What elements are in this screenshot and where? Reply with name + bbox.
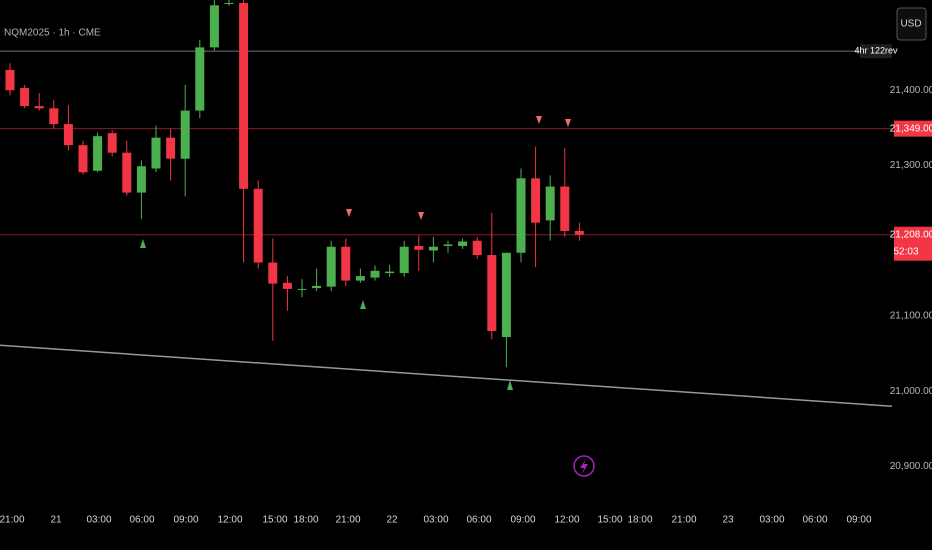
x-tick-label: 12:00 bbox=[217, 515, 242, 526]
line-tag bbox=[860, 44, 892, 59]
x-tick-label: 03:00 bbox=[759, 515, 784, 526]
candle-body bbox=[487, 255, 497, 332]
price-tag-label: 21,349.00 bbox=[890, 123, 932, 134]
x-tick-label: 21 bbox=[50, 515, 62, 526]
usd-button[interactable]: USD bbox=[896, 7, 927, 41]
x-tick-label: 09:00 bbox=[173, 515, 198, 526]
candle-body bbox=[472, 240, 482, 256]
x-tick-label: 06:00 bbox=[129, 515, 154, 526]
candle-body bbox=[282, 282, 292, 289]
candle-body bbox=[501, 252, 511, 338]
price-tag bbox=[894, 226, 932, 261]
sell-signal bbox=[346, 209, 352, 217]
candle-body bbox=[399, 246, 409, 274]
candle-body bbox=[545, 186, 555, 221]
buy-signal bbox=[360, 300, 366, 309]
x-tick-label: 06:00 bbox=[466, 515, 491, 526]
candle-body bbox=[63, 124, 73, 146]
x-tick-label: 15:00 bbox=[597, 515, 622, 526]
candle-body bbox=[341, 246, 351, 281]
candle-body bbox=[166, 137, 176, 159]
sell-signal bbox=[536, 116, 542, 124]
trendline bbox=[0, 344, 893, 407]
candle-body bbox=[370, 270, 380, 278]
price-tag bbox=[894, 120, 932, 137]
candle-body bbox=[326, 246, 336, 287]
x-tick-label: 03:00 bbox=[423, 515, 448, 526]
y-tick-label: 21,100.00 bbox=[890, 311, 932, 322]
candle-body bbox=[107, 133, 117, 153]
x-tick-label: 09:00 bbox=[510, 515, 535, 526]
buy-signal bbox=[140, 239, 146, 248]
x-tick-label: 23 bbox=[722, 515, 734, 526]
candle-body bbox=[34, 106, 44, 109]
candle-body bbox=[49, 108, 59, 125]
x-tick-label: 18:00 bbox=[293, 515, 318, 526]
candle-body bbox=[20, 88, 30, 107]
candle-body bbox=[297, 288, 307, 290]
usd-button-frame[interactable] bbox=[896, 7, 927, 41]
x-tick-label: 15:00 bbox=[262, 515, 287, 526]
candle-body bbox=[180, 110, 190, 159]
line-tag-label: 4hr 122rev bbox=[854, 46, 898, 56]
candle-body bbox=[151, 137, 161, 169]
candle-body bbox=[5, 69, 15, 91]
y-tick-label: 21,400.00 bbox=[890, 85, 932, 96]
y-tick-label: 21,300.00 bbox=[890, 160, 932, 171]
candle-body bbox=[239, 3, 249, 189]
candle-body bbox=[312, 285, 322, 289]
candle-body bbox=[443, 244, 453, 246]
x-tick-label: 03:00 bbox=[86, 515, 111, 526]
x-tick-label: 21:00 bbox=[335, 515, 360, 526]
price-tag-label: 21,208.00 bbox=[890, 229, 932, 240]
y-tick-label: 20,900.00 bbox=[890, 461, 932, 472]
candle-body bbox=[428, 246, 438, 251]
candle-body bbox=[78, 145, 88, 173]
candle-body bbox=[122, 152, 132, 193]
buy-signal bbox=[507, 380, 513, 390]
x-tick-label: 22 bbox=[386, 515, 398, 526]
event-icon[interactable] bbox=[573, 455, 595, 477]
candle-body bbox=[516, 178, 526, 253]
candle-body bbox=[195, 47, 205, 111]
candle-body bbox=[531, 178, 541, 223]
candle-body bbox=[574, 230, 584, 235]
candle-body bbox=[560, 186, 570, 231]
event-bolt[interactable] bbox=[580, 459, 588, 474]
sell-signal bbox=[565, 119, 571, 127]
candle-body bbox=[458, 241, 468, 246]
candle-body bbox=[385, 271, 395, 274]
currency[interactable]: USD bbox=[900, 19, 921, 30]
candle-body bbox=[355, 276, 365, 281]
chart-title: NQM2025 · 1h · CME bbox=[4, 28, 101, 39]
x-tick-label: 21:00 bbox=[0, 515, 25, 526]
x-tick-label: 12:00 bbox=[554, 515, 579, 526]
candle-body bbox=[414, 245, 424, 250]
countdown: 52:03 bbox=[893, 246, 918, 257]
candle-body bbox=[224, 3, 234, 5]
candle-body bbox=[136, 166, 146, 193]
event-circle[interactable] bbox=[573, 455, 595, 477]
signals bbox=[140, 116, 571, 390]
sell-signal bbox=[418, 212, 424, 220]
x-tick-label: 21:00 bbox=[671, 515, 696, 526]
x-tick-label: 18:00 bbox=[627, 515, 652, 526]
candle-body bbox=[268, 262, 278, 284]
x-tick-label: 09:00 bbox=[846, 515, 871, 526]
x-tick-label: 06:00 bbox=[802, 515, 827, 526]
candle-body bbox=[253, 188, 263, 263]
y-tick-label: 21,000.00 bbox=[890, 386, 932, 397]
candle-body bbox=[209, 5, 219, 48]
candle-body bbox=[93, 136, 103, 171]
